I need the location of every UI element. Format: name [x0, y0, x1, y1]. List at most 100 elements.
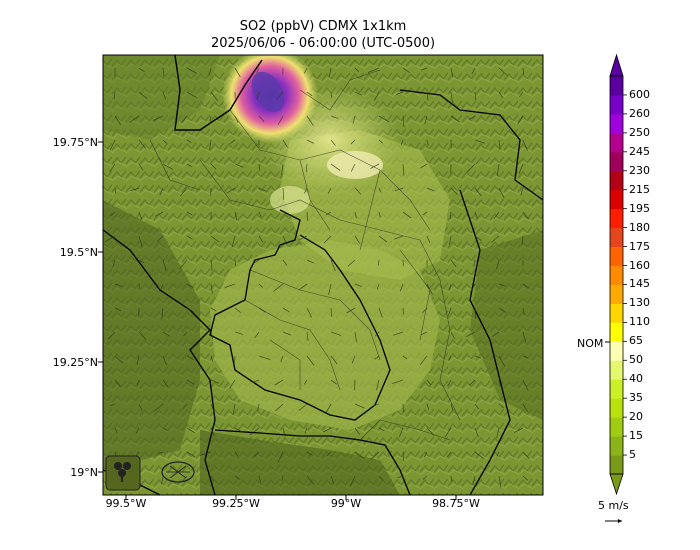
wind-arrow: [303, 379, 308, 385]
colorbar-level-label: 110: [629, 315, 650, 329]
wind-arrow: [274, 379, 284, 386]
wind-arrow: [306, 451, 313, 456]
wind-arrow: [426, 187, 435, 192]
wind-arrow: [138, 163, 144, 171]
colorbar-segment: [610, 113, 623, 134]
wind-arrow: [135, 427, 140, 434]
wind-arrow: [113, 91, 116, 100]
wind-arrow: [469, 283, 476, 293]
wind-arrow: [306, 91, 313, 97]
wind-arrow: [153, 403, 164, 412]
wind-arrow: [325, 211, 332, 216]
wind-arrow: [258, 115, 265, 123]
colorbar-level-label: 215: [629, 182, 650, 196]
wind-arrow: [374, 355, 380, 360]
wind-arrow: [402, 355, 408, 360]
colorbar-level-label: 230: [629, 163, 650, 177]
colorbar-segment: [610, 189, 623, 210]
wind-arrow: [330, 115, 339, 119]
wind-arrow: [426, 283, 433, 295]
wind-arrow: [378, 475, 384, 481]
wind-arrow: [186, 211, 193, 216]
colorbar-level-label: 195: [629, 201, 650, 215]
wind-arrow: [258, 163, 261, 172]
wind-arrow: [210, 427, 215, 436]
wind-arrow: [498, 139, 501, 151]
wind-arrow: [226, 187, 236, 194]
wind-arrow: [394, 235, 404, 240]
colorbar-min-extend: [609, 473, 624, 496]
wind-arrow: [306, 331, 309, 341]
map-area: [103, 55, 543, 495]
lat-label: 19°N: [70, 466, 98, 479]
wind-arrow: [354, 331, 357, 342]
lon-label: 99°W: [330, 497, 362, 510]
wind-arrow: [350, 163, 356, 172]
wind-arrow: [234, 115, 239, 123]
wind-arrow: [109, 139, 116, 151]
wind-arrow: [138, 331, 147, 340]
wind-arrow: [330, 379, 338, 385]
wind-arrow: [520, 187, 524, 196]
wind-arrow: [210, 235, 220, 243]
map-title: SO2 (ppbV) CDMX 1x1km: [239, 19, 407, 34]
wind-arrow: [305, 163, 308, 172]
colorbar-segment: [610, 341, 623, 361]
wind-arrow: [234, 475, 241, 480]
wind-arrow: [447, 451, 452, 458]
wind-arrow: [210, 403, 215, 414]
wind-arrow: [330, 331, 342, 336]
wind-arrow: [399, 427, 404, 438]
wind-scale-arrow: [605, 519, 622, 523]
wind-arrow: [352, 115, 356, 124]
wind-vectors: [104, 67, 530, 488]
wind-arrow: [210, 307, 217, 312]
wind-arrow: [498, 187, 505, 199]
wind-arrow: [186, 139, 192, 143]
wind-arrow: [522, 451, 530, 460]
wind-arrow: [402, 163, 405, 176]
wind-arrow: [104, 235, 116, 243]
wind-arrow: [474, 187, 482, 197]
wind-arrow: [252, 259, 260, 265]
wind-arrow: [378, 211, 381, 218]
wind-arrow: [466, 163, 476, 173]
wind-arrow: [354, 427, 361, 436]
wind-arrow: [229, 139, 236, 144]
wind-arrow: [474, 307, 477, 320]
wind-arrow: [376, 379, 380, 391]
wind-arrow: [130, 187, 140, 192]
colorbar-segment: [610, 76, 623, 96]
wind-arrow: [450, 91, 453, 103]
wind-arrow: [450, 115, 460, 123]
wind-arrow: [162, 331, 171, 337]
wind-arrow: [424, 115, 428, 125]
wind-arrow: [210, 475, 215, 482]
wind-arrow: [110, 403, 116, 407]
wind-arrow: [109, 163, 116, 173]
wind-arrow: [330, 355, 338, 365]
map-frame: [102, 54, 544, 496]
wind-arrow: [162, 163, 173, 170]
wind-arrow: [492, 331, 500, 337]
wind-arrow: [258, 187, 267, 192]
wind-arrow: [517, 115, 524, 125]
wind-arrow: [282, 139, 288, 148]
wind-arrow: [466, 331, 476, 337]
wind-arrow: [186, 91, 198, 98]
wind-arrow: [186, 307, 194, 313]
wind-arrow: [234, 163, 244, 168]
wind-arrow: [159, 187, 164, 196]
wind-arrow: [186, 379, 195, 385]
wind-arrow: [448, 307, 452, 316]
colorbar-level-label: 600: [629, 87, 650, 101]
wind-arrow: [378, 235, 388, 243]
wind-arrow: [162, 427, 169, 432]
wind-arrow: [182, 403, 188, 410]
wind-arrow: [231, 235, 236, 248]
wind-arrow: [350, 139, 356, 145]
wind-arrow: [303, 67, 308, 74]
wind-arrow: [354, 187, 362, 195]
wind-arrow: [138, 67, 145, 73]
colorbar-level-label: 40: [629, 372, 643, 386]
